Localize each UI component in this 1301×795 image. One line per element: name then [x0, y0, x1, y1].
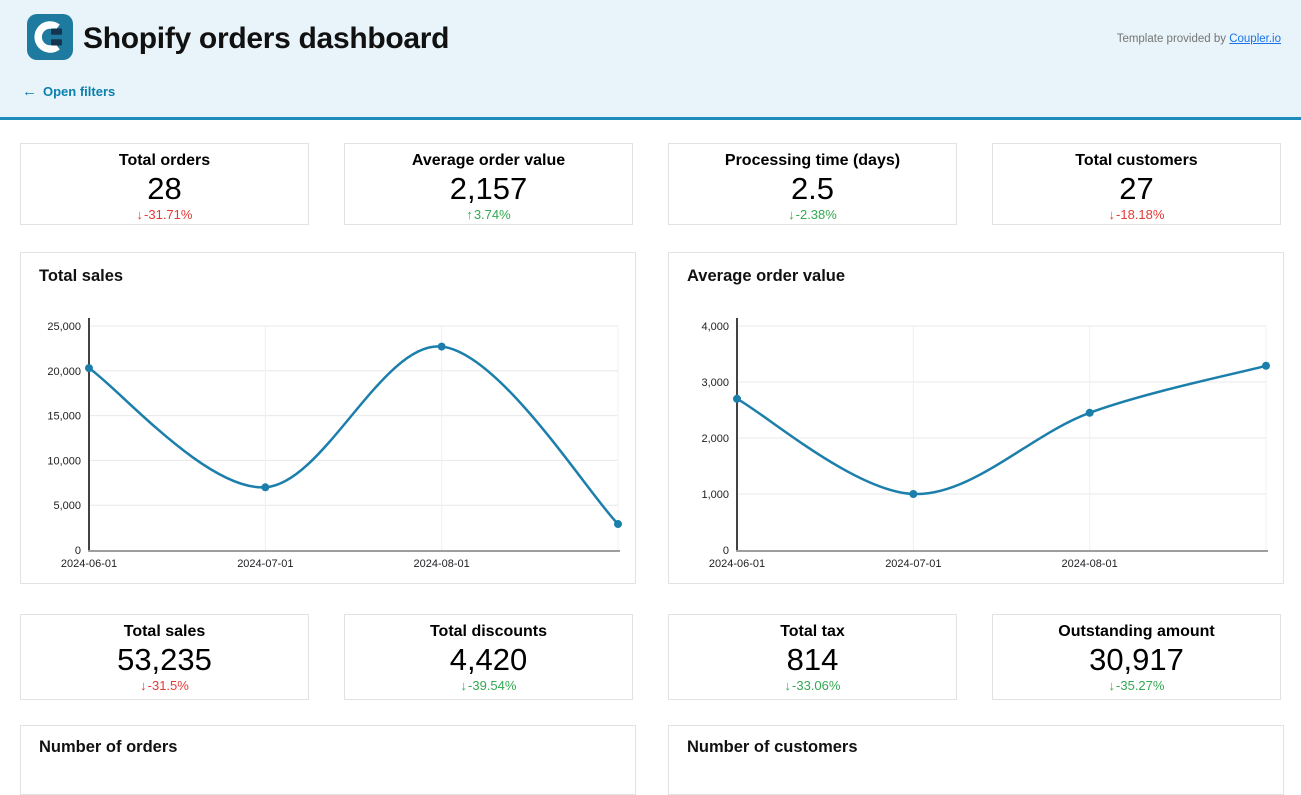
coupler-link[interactable]: Coupler.io — [1229, 33, 1281, 45]
kpi-delta-value: -31.5% — [147, 678, 189, 693]
chart-title: Number of orders — [39, 738, 178, 756]
down-arrow-icon: ↓ — [460, 678, 468, 693]
kpi-delta-value: -33.06% — [792, 678, 841, 693]
svg-text:2024-07-01: 2024-07-01 — [885, 558, 941, 570]
header: Shopify orders dashboard Template provid… — [0, 0, 1301, 117]
kpi-card-total-discounts: Total discounts 4,420 ↓-39.54% — [344, 614, 633, 700]
total-sales-chart-card: 0 5,000 10,000 15,000 20,000 25,000 2024-06-01… — [20, 252, 636, 584]
total-sales-chart[interactable]: 0 5,000 10,000 15,000 20,000 25,000 2024-06-01… — [21, 253, 635, 583]
kpi-delta-value: -31.71% — [144, 207, 193, 222]
svg-text:2024-06-01: 2024-06-01 — [709, 558, 765, 570]
kpi-card-total-sales: Total sales 53,235 ↓-31.5% — [20, 614, 309, 700]
svg-text:15,000: 15,000 — [47, 411, 81, 423]
kpi-label: Total customers — [1075, 152, 1198, 169]
kpi-card-average-order-value: Average order value 2,157 ↑3.74% — [344, 143, 633, 225]
dashboard-body: Total orders 28 ↓-31.71% Average order v… — [0, 120, 1301, 795]
svg-text:10,000: 10,000 — [47, 455, 81, 467]
kpi-delta-value: -2.38% — [795, 207, 837, 222]
template-attribution: Template provided by Coupler.io — [1117, 33, 1281, 45]
chart-title: Average order value — [687, 267, 846, 285]
header-separator — [0, 117, 1301, 120]
kpi-delta: ↓-2.38% — [669, 207, 956, 222]
kpi-delta: ↑3.74% — [345, 207, 632, 222]
kpi-label: Total tax — [780, 623, 845, 640]
kpi-value: 30,917 — [1089, 642, 1184, 677]
svg-text:1,000: 1,000 — [701, 489, 729, 501]
average-order-value-chart-card: 0 1,000 2,000 3,000 4,000 2024-06-01 2024-07-0… — [668, 252, 1284, 584]
chart-title: Total sales — [39, 267, 124, 285]
number-of-orders-chart-card: Number of orders — [20, 725, 636, 795]
kpi-label: Total orders — [118, 152, 211, 169]
down-arrow-icon: ↓ — [1108, 207, 1116, 222]
kpi-value: 27 — [1119, 171, 1154, 206]
svg-text:2024-07-01: 2024-07-01 — [237, 558, 293, 570]
down-arrow-icon: ↓ — [1108, 678, 1116, 693]
svg-text:4,000: 4,000 — [701, 321, 729, 333]
kpi-delta: ↓-35.27% — [993, 678, 1280, 693]
svg-text:3,000: 3,000 — [701, 377, 729, 389]
average-order-value-chart[interactable]: 0 1,000 2,000 3,000 4,000 2024-06-01 2024-07-0… — [669, 253, 1283, 583]
svg-text:2024-08-01: 2024-08-01 — [1062, 558, 1118, 570]
kpi-label: Total sales — [123, 623, 206, 640]
kpi-value: 28 — [147, 171, 182, 206]
down-arrow-icon: ↓ — [140, 678, 147, 693]
kpi-value: 814 — [786, 642, 839, 677]
down-arrow-icon: ↓ — [788, 207, 795, 222]
down-arrow-icon: ↓ — [136, 207, 144, 222]
kpi-delta: ↓-18.18% — [993, 207, 1280, 222]
down-arrow-icon: ↓ — [784, 678, 792, 693]
kpi-card-total-tax: Total tax 814 ↓-33.06% — [668, 614, 957, 700]
kpi-delta: ↓-33.06% — [669, 678, 956, 693]
kpi-label: Average order value — [411, 152, 566, 169]
kpi-value: 53,235 — [117, 642, 212, 677]
kpi-label: Outstanding amount — [1058, 623, 1215, 640]
open-filters-label: Open filters — [43, 84, 116, 99]
left-arrow-icon: ← — [22, 83, 37, 100]
svg-text:2,000: 2,000 — [701, 433, 729, 445]
page-title: Shopify orders dashboard — [83, 22, 450, 55]
kpi-value: 2,157 — [449, 171, 528, 206]
kpi-value: 2.5 — [790, 171, 835, 206]
kpi-label: Total discounts — [429, 623, 548, 640]
template-attribution-text: Template provided by — [1116, 33, 1226, 45]
svg-text:2024-08-01: 2024-08-01 — [414, 558, 470, 570]
svg-text:2024-06-01: 2024-06-01 — [61, 558, 117, 570]
svg-text:25,000: 25,000 — [47, 321, 81, 333]
kpi-delta-value: -18.18% — [1116, 207, 1165, 222]
kpi-delta-value: 3.74% — [473, 207, 511, 222]
kpi-card-total-customers: Total customers 27 ↓-18.18% — [992, 143, 1281, 225]
up-arrow-icon: ↑ — [466, 207, 473, 222]
chart-title: Number of customers — [687, 738, 858, 756]
kpi-card-outstanding-amount: Outstanding amount 30,917 ↓-35.27% — [992, 614, 1281, 700]
kpi-delta-value: -39.54% — [468, 678, 517, 693]
kpi-card-total-orders: Total orders 28 ↓-31.71% — [20, 143, 309, 225]
kpi-delta: ↓-31.5% — [21, 678, 308, 693]
svg-text:20,000: 20,000 — [47, 366, 81, 378]
kpi-value: 4,420 — [449, 642, 528, 677]
coupler-logo-icon — [27, 14, 73, 60]
open-filters-link[interactable]: ← Open filters — [22, 84, 115, 99]
kpi-card-processing-time: Processing time (days) 2.5 ↓-2.38% — [668, 143, 957, 225]
number-of-customers-chart-card: Number of customers — [668, 725, 1284, 795]
kpi-delta: ↓-31.71% — [21, 207, 308, 222]
svg-text:0: 0 — [75, 545, 81, 557]
kpi-delta: ↓-39.54% — [345, 678, 632, 693]
kpi-delta-value: -35.27% — [1116, 678, 1165, 693]
kpi-label: Processing time (days) — [724, 152, 901, 169]
svg-text:0: 0 — [723, 545, 729, 557]
svg-text:5,000: 5,000 — [53, 500, 81, 512]
